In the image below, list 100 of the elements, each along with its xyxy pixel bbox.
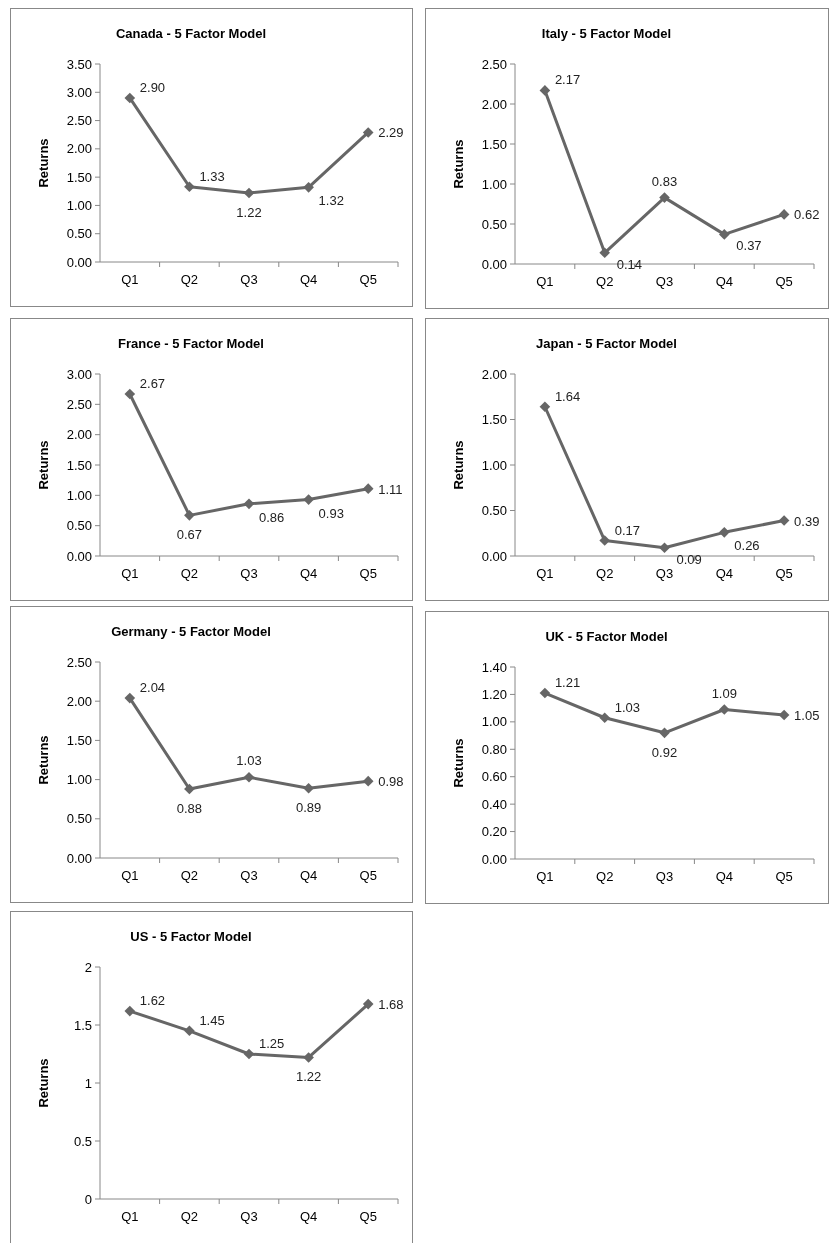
y-tick-label: 1	[84, 1075, 92, 1091]
x-tick-label: Q2	[596, 869, 614, 884]
x-tick-label: Q4	[715, 274, 733, 289]
data-label: 2.90	[139, 79, 166, 95]
data-label: 1.03	[614, 699, 641, 715]
y-tick-label: 0.5	[73, 1133, 92, 1149]
point	[303, 1052, 314, 1063]
point	[599, 247, 611, 259]
y-tick-label: 0.50	[481, 503, 507, 519]
data-label: 0.86	[259, 509, 285, 525]
point	[362, 775, 374, 787]
point	[362, 127, 374, 138]
y-axis-title: Returns	[36, 440, 51, 490]
y-tick-label: 1.5	[73, 1017, 92, 1033]
y-tick-label: 2.50	[66, 113, 92, 129]
data-label: 1.22	[295, 1069, 322, 1085]
x-tick-label: Q5	[775, 869, 793, 884]
x-tick-label: Q1	[121, 272, 139, 287]
x-tick-label: Q3	[240, 868, 258, 883]
data-label: 2.29	[378, 125, 404, 141]
point	[539, 687, 551, 699]
y-tick-label: 0.00	[66, 850, 92, 866]
data-label: 0.83	[651, 173, 678, 189]
chart-title: Canada - 5 Factor Model	[115, 26, 267, 41]
data-label: 1.09	[711, 685, 737, 701]
x-tick-label: Q5	[359, 566, 377, 581]
data-label: 2.17	[554, 72, 581, 88]
data-label: 0.62	[794, 207, 820, 223]
x-tick-label: Q4	[299, 1209, 318, 1224]
y-tick-label: 1.00	[66, 487, 92, 503]
point	[243, 498, 255, 510]
y-tick-label: 1.20	[481, 686, 507, 702]
data-label: 0.39	[794, 513, 820, 529]
data-label: 1.25	[259, 1036, 285, 1051]
x-tick-label: Q2	[596, 566, 614, 581]
y-tick-label: 0.00	[66, 254, 92, 270]
point	[243, 187, 255, 199]
x-tick-label: Q2	[180, 272, 199, 287]
y-tick-label: 0.50	[66, 811, 92, 827]
y-tick-label: 2.00	[66, 427, 92, 443]
y-tick-label: 1.00	[66, 772, 92, 788]
point	[659, 192, 670, 203]
data-label: 0.17	[614, 522, 641, 538]
x-tick-label: Q2	[180, 566, 199, 581]
point	[599, 712, 611, 724]
y-tick-label: 0.50	[66, 518, 92, 534]
point	[124, 1005, 136, 1017]
y-tick-label: 2.00	[481, 96, 507, 112]
data-label: 1.22	[236, 204, 262, 220]
y-tick-label: 1.00	[481, 714, 507, 730]
x-tick-label: Q3	[655, 869, 674, 884]
point	[659, 542, 670, 554]
y-axis-title: Returns	[451, 738, 466, 788]
x-tick-label: Q3	[240, 566, 258, 581]
x-tick-label: Q2	[596, 274, 614, 289]
y-tick-label: 1.50	[481, 412, 507, 428]
chart-title: Japan - 5 Factor Model	[536, 336, 677, 351]
x-tick-label: Q1	[121, 868, 139, 883]
point	[599, 535, 611, 546]
x-tick-label: Q1	[536, 274, 554, 289]
point	[718, 704, 730, 715]
point	[303, 494, 314, 505]
y-tick-label: 0.20	[481, 824, 507, 840]
y-tick-label: 2	[84, 959, 92, 975]
x-tick-label: Q1	[536, 566, 554, 581]
y-tick-label: 0.50	[66, 226, 92, 242]
y-tick-label: 0.00	[481, 256, 507, 272]
x-tick-label: Q5	[359, 868, 377, 883]
y-tick-label: 3.00	[66, 366, 92, 382]
data-label: 0.88	[176, 801, 203, 817]
data-label: 0.37	[736, 238, 762, 254]
data-label: 0.14	[616, 256, 643, 272]
point	[303, 782, 314, 794]
point	[362, 483, 374, 494]
data-label: 1.21	[554, 675, 581, 691]
data-label: 0.92	[651, 744, 678, 760]
y-tick-label: 0	[84, 1191, 92, 1207]
y-axis-title: Returns	[451, 139, 466, 189]
x-tick-label: Q5	[775, 274, 793, 289]
y-tick-label: 0.80	[481, 741, 507, 757]
x-tick-label: Q4	[715, 566, 733, 581]
data-label: 1.11	[378, 481, 403, 497]
y-tick-label: 2.50	[66, 654, 92, 670]
y-tick-label: 1.50	[66, 169, 92, 185]
data-label: 1.64	[554, 388, 581, 404]
y-tick-label: 0.40	[481, 796, 507, 812]
y-tick-label: 3.50	[66, 56, 92, 72]
x-tick-label: Q5	[775, 566, 793, 581]
x-tick-label: Q3	[655, 566, 674, 581]
x-tick-label: Q4	[299, 272, 318, 287]
y-tick-label: 0.50	[481, 216, 507, 232]
point	[124, 92, 136, 104]
chart-title: Germany - 5 Factor Model	[111, 624, 271, 639]
x-tick-label: Q2	[180, 868, 199, 883]
chart-title: UK - 5 Factor Model	[545, 629, 668, 644]
y-tick-label: 3.00	[66, 84, 92, 100]
data-label: 1.62	[139, 993, 166, 1009]
point	[778, 209, 790, 220]
y-tick-label: 0.60	[481, 769, 507, 785]
point	[718, 527, 730, 538]
